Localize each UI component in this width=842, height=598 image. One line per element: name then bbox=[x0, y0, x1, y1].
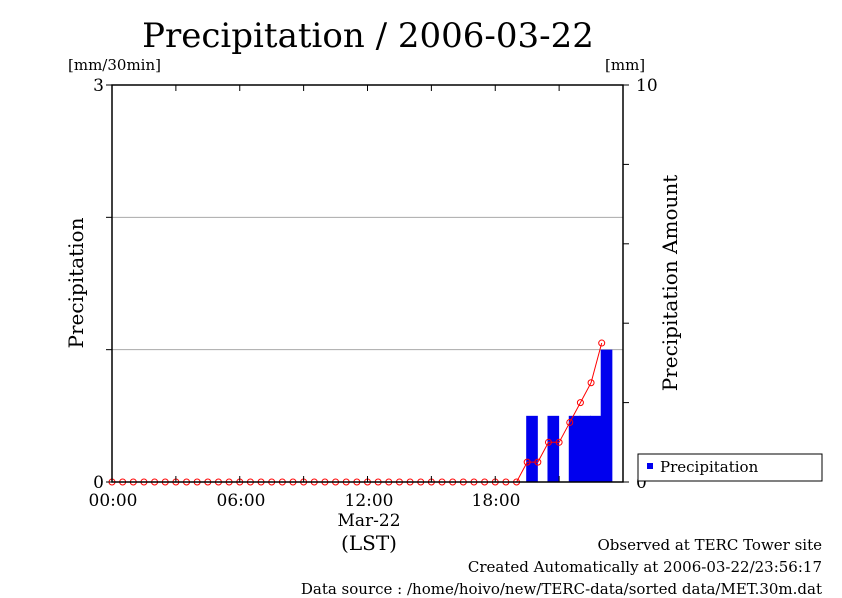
x-tick-label-0000: 00:00 bbox=[89, 491, 138, 511]
precipitation-bar-2 bbox=[547, 415, 560, 482]
chart-title: Precipitation / 2006-03-22 bbox=[142, 16, 594, 56]
left-tick-label-max: 3 bbox=[93, 76, 104, 96]
precipitation-amount-point-40 bbox=[534, 458, 542, 466]
x-tick-label-0600: 06:00 bbox=[217, 491, 266, 511]
gridlines bbox=[112, 216, 623, 351]
precipitation-amount-line bbox=[108, 339, 606, 486]
legend: Precipitation bbox=[637, 453, 823, 482]
precipitation-bar-5 bbox=[579, 415, 592, 482]
precipitation-amount-point-46 bbox=[598, 339, 606, 347]
y-axis-label: Precipitation bbox=[64, 217, 88, 348]
plot-frame bbox=[111, 84, 624, 483]
right-tick-label-max: 10 bbox=[636, 76, 658, 96]
x-date-label: Mar-22 bbox=[337, 511, 400, 531]
left-axis-unit: [mm/30min] bbox=[68, 56, 161, 74]
x-tick-label-1200: 12:00 bbox=[345, 491, 394, 511]
precipitation-amount-point-39 bbox=[523, 458, 531, 466]
precipitation-bar-6 bbox=[590, 415, 602, 482]
precipitation-amount-point-44 bbox=[576, 399, 584, 407]
footer-observed: Observed at TERC Tower site bbox=[597, 536, 822, 554]
precipitation-amount-point-41 bbox=[544, 438, 552, 446]
precipitation-amount-point-42 bbox=[555, 438, 563, 446]
legend-label: Precipitation bbox=[660, 458, 759, 476]
footer-data-source: Data source : /home/hoivo/new/TERC-data/… bbox=[300, 580, 822, 598]
footer-created: Created Automatically at 2006-03-22/23:5… bbox=[467, 558, 822, 576]
precipitation-bar-0 bbox=[526, 415, 538, 482]
y2-axis-label: Precipitation Amount bbox=[658, 175, 682, 392]
left-tick-label-min: 0 bbox=[93, 473, 104, 493]
precipitation-bar-4 bbox=[568, 415, 581, 482]
precipitation-amount-point-45 bbox=[587, 379, 595, 387]
x-axis-label: (LST) bbox=[341, 531, 397, 555]
legend-swatch bbox=[647, 463, 653, 469]
precipitation-bars bbox=[526, 349, 613, 482]
precipitation-bar-7 bbox=[600, 349, 613, 482]
x-tick-label-1800: 18:00 bbox=[472, 491, 521, 511]
right-tick-label-min: 0 bbox=[636, 473, 647, 493]
legend-box bbox=[637, 453, 823, 482]
axis-ticks bbox=[106, 84, 629, 483]
right-axis-unit: [mm] bbox=[605, 56, 645, 74]
precipitation-amount-point-43 bbox=[566, 418, 574, 426]
